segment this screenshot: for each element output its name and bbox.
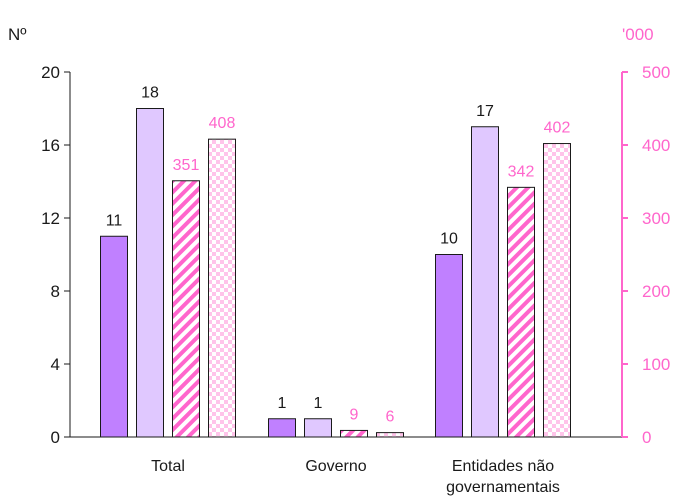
data-label: 402 bbox=[544, 120, 571, 137]
left-tick-label: 8 bbox=[51, 282, 60, 301]
data-label: 11 bbox=[106, 212, 123, 229]
data-label: 342 bbox=[508, 163, 535, 180]
bars bbox=[100, 108, 571, 438]
bar bbox=[304, 418, 332, 438]
data-label: 17 bbox=[476, 103, 494, 120]
data-label: 18 bbox=[141, 85, 159, 102]
bar bbox=[340, 429, 368, 438]
right-tick-label: 300 bbox=[642, 209, 670, 228]
bar bbox=[136, 108, 164, 438]
data-label: 6 bbox=[386, 409, 395, 426]
category-label: Total bbox=[151, 458, 185, 475]
category-label: Entidades não governamentais bbox=[446, 458, 560, 496]
right-axis-unit: '000 bbox=[622, 25, 654, 44]
left-tick-label: 20 bbox=[41, 63, 60, 82]
category-label: Governo bbox=[305, 458, 366, 475]
data-label: 9 bbox=[350, 406, 359, 423]
bar bbox=[208, 138, 236, 438]
right-tick-label: 400 bbox=[642, 136, 670, 155]
bar bbox=[100, 235, 128, 438]
data-label: 351 bbox=[173, 157, 200, 174]
bar bbox=[471, 126, 499, 438]
bar bbox=[376, 432, 404, 438]
right-tick-label: 500 bbox=[642, 63, 670, 82]
bar bbox=[268, 418, 296, 438]
data-label: 1 bbox=[314, 395, 323, 412]
bar bbox=[435, 254, 463, 438]
right-tick-label: 100 bbox=[642, 355, 670, 374]
bar bbox=[543, 143, 571, 438]
data-label: 10 bbox=[440, 231, 458, 248]
data-label: 408 bbox=[209, 115, 236, 132]
category-labels: Total Governo Entidades não governamentais bbox=[151, 458, 560, 496]
left-tick-label: 4 bbox=[51, 355, 60, 374]
right-tick-label: 200 bbox=[642, 282, 670, 301]
left-tick-label: 0 bbox=[51, 428, 60, 447]
data-label: 1 bbox=[278, 395, 287, 412]
bar bbox=[172, 180, 200, 438]
left-axis-unit: Nº bbox=[8, 25, 27, 44]
bar bbox=[507, 186, 535, 438]
right-tick-label: 0 bbox=[642, 428, 651, 447]
left-tick-label: 12 bbox=[41, 209, 60, 228]
left-tick-label: 16 bbox=[41, 136, 60, 155]
